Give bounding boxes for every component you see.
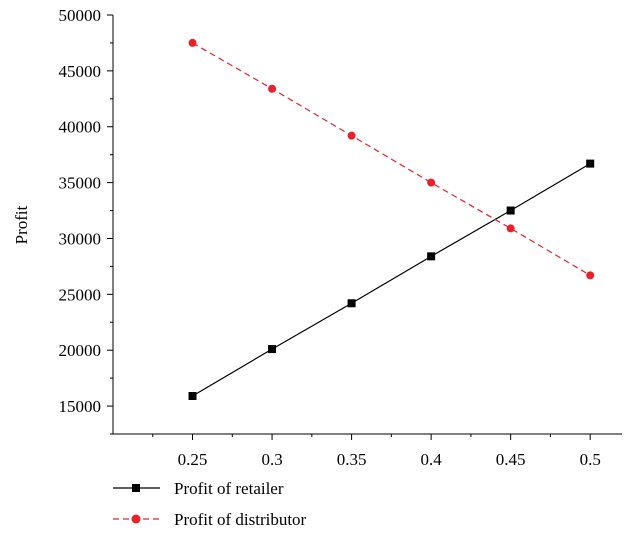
data-point	[188, 38, 197, 47]
y-tick-label: 35000	[59, 174, 102, 193]
legend-marker	[132, 484, 140, 492]
y-tick-label: 40000	[59, 118, 102, 137]
x-tick-label: 0.4	[421, 450, 443, 469]
data-point	[188, 392, 197, 401]
data-point	[427, 178, 436, 187]
y-tick-label: 15000	[59, 397, 102, 416]
legend-item: Profit of distributor	[113, 510, 307, 529]
data-point	[586, 159, 595, 168]
y-tick-label: 20000	[59, 341, 102, 360]
data-point	[268, 345, 277, 354]
data-point	[347, 131, 356, 140]
series-1	[188, 159, 595, 401]
x-tick-label: 0.5	[580, 450, 601, 469]
data-point	[427, 252, 436, 261]
y-tick-label: 30000	[59, 229, 102, 248]
y-tick-label: 25000	[59, 285, 102, 304]
x-tick-label: 0.45	[496, 450, 526, 469]
y-ticks: 15000 20000 25000 30000 35000 40000 45000 50000	[59, 6, 113, 435]
series-line	[192, 163, 591, 397]
plot-series	[188, 38, 595, 401]
legend: Profit of retailer Profit of distributor	[113, 479, 307, 529]
x-tick-label: 0.25	[178, 450, 208, 469]
data-point	[347, 299, 356, 308]
data-point	[506, 224, 515, 233]
x-tick-label: 0.3	[261, 450, 282, 469]
x-tick-label: 0.35	[337, 450, 367, 469]
legend-item: Profit of retailer	[113, 479, 284, 498]
data-point	[268, 84, 277, 93]
series-2	[188, 38, 595, 280]
y-tick-label: 50000	[59, 6, 102, 25]
legend-marker	[131, 514, 141, 524]
y-tick-label: 45000	[59, 62, 102, 81]
legend-label: Profit of retailer	[174, 479, 284, 498]
data-point	[506, 206, 515, 215]
data-point	[586, 271, 595, 280]
axes	[112, 15, 622, 435]
legend-label: Profit of distributor	[174, 510, 307, 529]
x-ticks: 0.25 0.3 0.35 0.4 0.45 0.5	[152, 434, 601, 469]
y-axis-title: Profit	[12, 205, 31, 244]
series-line	[192, 42, 591, 276]
